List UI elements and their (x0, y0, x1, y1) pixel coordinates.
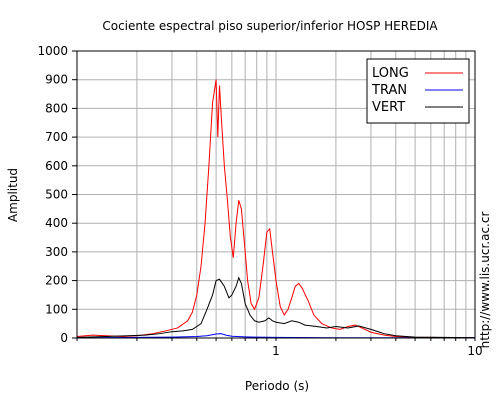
y-tick-label: 700 (45, 130, 68, 144)
y-axis-label: Amplitud (6, 168, 20, 222)
credit-url: http://www.lis.ucr.ac.cr (478, 212, 492, 349)
x-axis-label: Periodo (s) (245, 379, 309, 393)
legend-box (366, 58, 470, 124)
legend: LONG TRAN VERT (366, 58, 470, 124)
y-tick-label: 500 (45, 188, 68, 202)
y-tick-label: 300 (45, 245, 68, 259)
axis-ticks: 0 100 200 300 400 500 600 700 800 900 1000 1 10 (37, 44, 482, 358)
legend-label-tran: TRAN (371, 83, 407, 98)
legend-label-long: LONG (372, 66, 409, 81)
y-tick-label: 800 (45, 101, 68, 115)
x-tick-label: 1 (272, 344, 280, 358)
x-tick-label: 10 (467, 344, 482, 358)
y-tick-label: 100 (45, 302, 68, 316)
series-line-vert (76, 276, 476, 339)
y-tick-label: 200 (45, 274, 68, 288)
y-tick-label: 0 (60, 331, 68, 345)
y-tick-label: 1000 (37, 44, 68, 58)
legend-label-vert: VERT (372, 100, 405, 115)
y-tick-label: 900 (45, 73, 68, 87)
y-tick-label: 600 (45, 159, 68, 173)
chart-title: Cociente espectral piso superior/inferio… (102, 19, 438, 33)
y-tick-label: 400 (45, 216, 68, 230)
